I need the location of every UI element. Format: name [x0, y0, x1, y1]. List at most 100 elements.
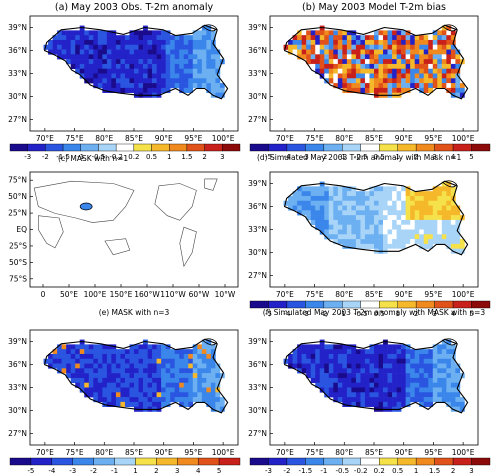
heatmap-cell	[396, 30, 402, 36]
heatmap-cell	[455, 382, 461, 388]
heatmap-cell	[369, 30, 375, 36]
heatmap-cell	[192, 358, 198, 364]
heatmap-cell	[419, 200, 425, 206]
heatmap-cell	[129, 344, 135, 350]
heatmap-cell	[310, 195, 316, 202]
heatmap-cell	[292, 363, 298, 369]
heatmap-cell	[79, 382, 85, 388]
heatmap-cell	[450, 30, 456, 36]
heatmap-cell	[337, 215, 343, 221]
heatmap-cell	[364, 195, 370, 202]
heatmap-cell	[165, 344, 171, 350]
heatmap-cell	[134, 30, 139, 36]
heatmap-cell	[455, 234, 461, 240]
heatmap-cell	[333, 210, 339, 216]
heatmap-cell	[432, 353, 438, 360]
heatmap-cell	[70, 358, 76, 364]
heatmap-cell	[396, 186, 402, 192]
continent-outline	[179, 226, 197, 268]
heatmap-cell	[374, 68, 379, 74]
heatmap-cell	[215, 397, 221, 403]
heatmap-cell	[328, 54, 334, 60]
heatmap-cell	[396, 87, 402, 93]
heatmap-cell	[206, 401, 212, 407]
heatmap-cell	[156, 353, 162, 360]
heatmap-cell	[152, 54, 157, 60]
heatmap-cell	[387, 215, 393, 221]
heatmap-cell	[306, 191, 311, 197]
heatmap-cell	[174, 387, 180, 393]
heatmap-cell	[378, 35, 384, 41]
heatmap-cell	[143, 401, 148, 407]
heatmap-cell	[93, 363, 99, 369]
heatmap-cell	[378, 54, 384, 60]
heatmap-cell	[188, 44, 194, 50]
heatmap-cell	[432, 210, 438, 216]
heatmap-cell	[450, 373, 456, 379]
heatmap-cell	[401, 68, 406, 74]
heatmap-cell	[346, 215, 352, 221]
heatmap-cell	[84, 353, 90, 360]
heatmap-cell	[143, 363, 148, 369]
heatmap-cell	[396, 373, 402, 379]
heatmap-cell	[346, 205, 352, 211]
heatmap-cell	[378, 349, 384, 355]
heatmap-cell	[414, 382, 420, 388]
heatmap-cell	[387, 224, 393, 230]
heatmap-cell	[152, 382, 157, 388]
heatmap-cell	[364, 73, 370, 79]
heatmap-cell	[392, 215, 397, 221]
colorbar-label: -5	[27, 467, 34, 475]
colorbar-label: 2	[154, 467, 158, 475]
heatmap-cell	[301, 49, 307, 55]
heatmap-cell	[392, 387, 397, 393]
heatmap-cell	[156, 401, 162, 407]
heatmap-cell	[75, 363, 81, 369]
heatmap-cell	[441, 387, 447, 393]
heatmap-cell	[111, 78, 117, 84]
heatmap-cell	[459, 87, 465, 93]
heatmap-cell	[319, 210, 325, 216]
heatmap-cell	[115, 387, 121, 393]
heatmap-cell	[88, 35, 94, 41]
heatmap-cell	[88, 44, 94, 50]
heatmap-cell	[57, 349, 62, 355]
heatmap-cell	[192, 83, 198, 89]
heatmap-cell	[428, 229, 434, 235]
heatmap-cell	[428, 210, 434, 216]
heatmap-cell	[446, 377, 452, 384]
heatmap-cell	[138, 63, 144, 70]
heatmap-cell	[428, 191, 434, 197]
heatmap-cell	[392, 219, 397, 226]
heatmap-cell	[355, 83, 361, 89]
heatmap-cell	[405, 358, 411, 364]
heatmap-cell	[102, 397, 108, 403]
heatmap-cell	[401, 373, 406, 379]
heatmap-cell	[423, 219, 429, 226]
heatmap-cell	[374, 35, 379, 41]
heatmap-cell	[43, 358, 49, 364]
heatmap-cell	[419, 68, 425, 74]
heatmap-cell	[342, 78, 348, 84]
heatmap-cell	[337, 83, 343, 89]
heatmap-cell	[192, 363, 198, 369]
heatmap-cell	[315, 349, 321, 355]
heatmap-cell	[315, 344, 321, 350]
heatmap-cell	[97, 78, 103, 84]
heatmap-cell	[147, 49, 153, 55]
heatmap-cell	[387, 195, 393, 202]
heatmap-cell	[405, 191, 411, 197]
heatmap-cell	[206, 87, 212, 93]
heatmap-cell	[432, 205, 438, 211]
heatmap-cell	[315, 49, 321, 55]
heatmap-cell	[310, 59, 316, 65]
heatmap-cell	[319, 181, 325, 187]
heatmap-cell	[432, 349, 438, 355]
heatmap-cell	[138, 382, 144, 388]
heatmap-cell	[441, 200, 447, 206]
heatmap-cell	[333, 373, 339, 379]
heatmap-cell	[446, 373, 452, 379]
colorbar-swatch	[342, 143, 361, 152]
heatmap-cell	[333, 219, 339, 226]
